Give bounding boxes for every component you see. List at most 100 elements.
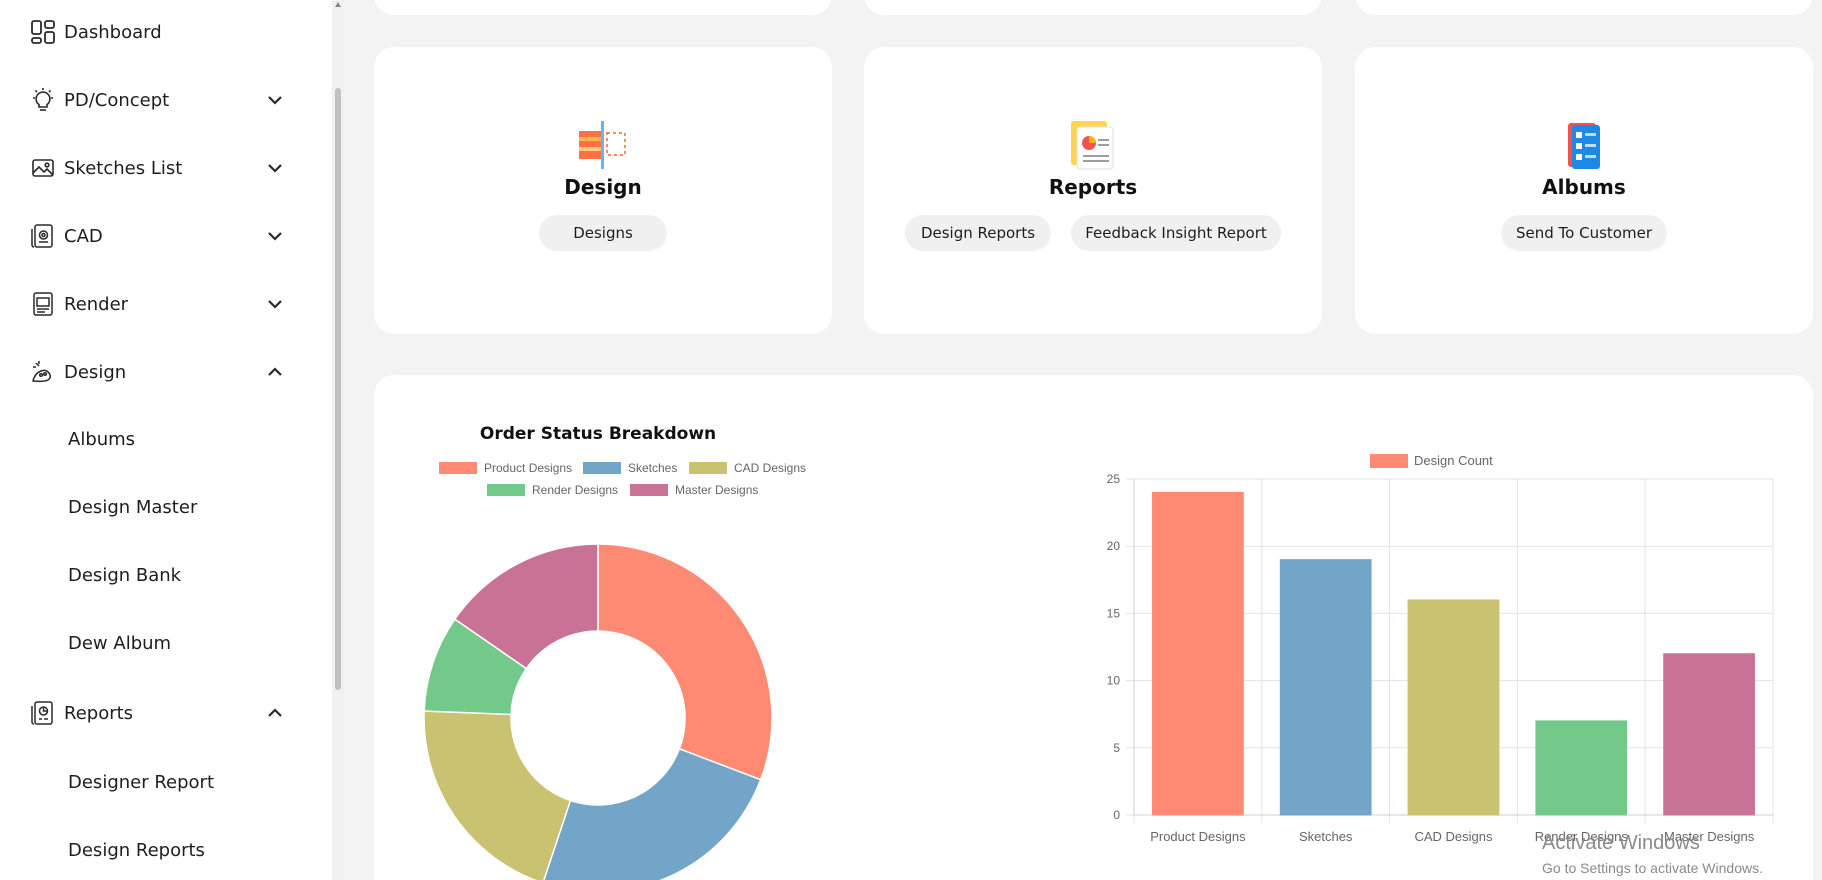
sidebar-subitem-label: Design Bank <box>68 564 182 586</box>
legend-label: Master Designs <box>675 483 759 497</box>
sidebar-item-reports[interactable]: Reports <box>0 691 332 735</box>
sidebar-item-label: Dashboard <box>64 21 162 43</box>
chevron-up-icon[interactable] <box>264 702 286 724</box>
feedback-insight-report-link-button[interactable]: Feedback Insight Report <box>1071 215 1281 251</box>
bar-render-designs[interactable] <box>1535 720 1628 816</box>
image-icon <box>32 159 54 177</box>
sidebar-scrollbar[interactable] <box>332 0 344 880</box>
card-partial-3 <box>1355 0 1813 15</box>
dashboard-icon <box>31 20 55 44</box>
legend-item-master-designs[interactable]: Master Designs <box>630 483 758 497</box>
doughnut-chart-title: Order Status Breakdown <box>479 424 717 444</box>
doughnut-chart <box>424 543 772 880</box>
bar-chart: 0 5 10 15 20 25 Product Designs Sketches CAD Des… <box>1107 472 1774 844</box>
bar-sketches[interactable] <box>1279 559 1372 816</box>
sidebar-item-label: PD/Concept <box>64 89 170 111</box>
sidebar-item-label: Sketches List <box>64 157 183 179</box>
cad-file-icon <box>31 224 53 248</box>
sidebar-item-sketches-list[interactable]: Sketches List <box>0 146 332 190</box>
design-card: Design Designs <box>374 47 832 334</box>
scrollbar-thumb[interactable] <box>335 88 341 690</box>
chevron-down-icon[interactable] <box>264 89 286 111</box>
legend-label: Product Designs <box>484 461 573 475</box>
sidebar-item-label: Reports <box>64 702 134 724</box>
bar-product-designs[interactable] <box>1152 491 1244 816</box>
activate-windows-title: Activate Windows <box>1542 832 1700 854</box>
card-partial-1 <box>374 0 832 15</box>
sidebar: Dashboard PD/Concept Sketches List CAD <box>0 0 332 880</box>
legend-label: Sketches <box>628 461 678 475</box>
album-list-icon <box>1568 123 1600 169</box>
sidebar-subitem-designer-report[interactable]: Designer Report <box>0 762 332 802</box>
albums-card: Albums Send To Customer <box>1355 47 1813 334</box>
legend-swatch <box>1370 453 1408 468</box>
sidebar-item-design[interactable]: Design <box>0 350 332 394</box>
scroll-up-arrow-icon[interactable] <box>335 2 341 7</box>
report-document-icon <box>1071 121 1114 170</box>
sidebar-subitem-albums[interactable]: Albums <box>0 419 332 459</box>
sidebar-item-dashboard[interactable]: Dashboard <box>0 10 332 54</box>
legend-label: Design Count <box>1414 453 1493 468</box>
x-tick-label: Sketches <box>1299 829 1353 844</box>
legend-item-render-designs[interactable]: Render Designs <box>487 483 618 497</box>
sidebar-item-label: Render <box>64 293 129 315</box>
sidebar-subitem-label: Dew Album <box>68 632 172 654</box>
sidebar-subitem-design-master[interactable]: Design Master <box>0 487 332 527</box>
legend-item-cad-designs[interactable]: CAD Designs <box>689 461 806 475</box>
sidebar-item-pd-concept[interactable]: PD/Concept <box>0 78 332 122</box>
designs-link-button[interactable]: Designs <box>539 215 667 251</box>
legend-label: CAD Designs <box>734 461 807 475</box>
donut-slice-cad-designs[interactable] <box>424 710 572 880</box>
design-icon <box>32 361 52 383</box>
y-tick-label: 5 <box>1113 741 1120 755</box>
card-title: Design <box>564 175 642 199</box>
bar-master-designs[interactable] <box>1663 653 1755 816</box>
chevron-down-icon[interactable] <box>264 293 286 315</box>
donut-slice-product-designs[interactable] <box>597 543 772 781</box>
x-tick-label: Render Designs <box>1535 829 1629 844</box>
legend-swatch <box>439 462 477 474</box>
legend-item-product-designs[interactable]: Product Designs <box>439 461 572 475</box>
sidebar-subitem-label: Designer Report <box>68 771 215 793</box>
card-title: Reports <box>1048 175 1138 199</box>
x-tick-label: Master Designs <box>1664 829 1755 844</box>
sidebar-subitem-design-bank[interactable]: Design Bank <box>0 555 332 595</box>
sidebar-item-cad[interactable]: CAD <box>0 214 332 258</box>
design-reports-link-button[interactable]: Design Reports <box>905 215 1051 251</box>
bar-cad-designs[interactable] <box>1407 599 1500 816</box>
design-palette-icon <box>579 121 626 169</box>
sidebar-subitem-label: Design Master <box>68 496 198 518</box>
donut-slice-sketches[interactable] <box>543 747 762 880</box>
y-tick-label: 10 <box>1107 674 1121 688</box>
chevron-down-icon[interactable] <box>264 157 286 179</box>
sidebar-subitem-label: Albums <box>68 428 136 450</box>
x-tick-label: Product Designs <box>1150 829 1246 844</box>
donut-slice-master-designs[interactable] <box>453 543 599 670</box>
sidebar-subitem-design-reports[interactable]: Design Reports <box>0 830 332 870</box>
chevron-up-icon[interactable] <box>264 361 286 383</box>
charts-card: Order Status Breakdown Product Designs S… <box>374 375 1813 880</box>
y-tick-label: 20 <box>1107 539 1121 553</box>
legend-label: Render Designs <box>532 483 619 497</box>
y-tick-label: 25 <box>1107 472 1121 486</box>
card-title: Albums <box>1542 175 1626 199</box>
reports-card: Reports Design Reports Feedback Insight … <box>864 47 1322 334</box>
report-icon <box>31 701 53 725</box>
render-file-icon <box>33 292 53 316</box>
y-tick-label: 15 <box>1107 606 1121 620</box>
legend-swatch <box>689 462 727 474</box>
chevron-down-icon[interactable] <box>264 225 286 247</box>
sidebar-item-render[interactable]: Render <box>0 282 332 326</box>
card-partial-2 <box>864 0 1322 15</box>
legend-item-sketches[interactable]: Sketches <box>583 461 677 475</box>
sidebar-subitem-dew-album[interactable]: Dew Album <box>0 623 332 663</box>
legend-swatch <box>630 484 668 496</box>
bar-legend-item[interactable]: Design Count <box>1370 453 1493 468</box>
x-tick-label: CAD Designs <box>1414 829 1493 844</box>
legend-swatch <box>583 462 621 474</box>
lightbulb-icon <box>33 88 53 111</box>
send-to-customer-link-button[interactable]: Send To Customer <box>1501 215 1667 251</box>
sidebar-subitem-label: Design Reports <box>68 839 205 861</box>
y-tick-label: 0 <box>1113 808 1120 822</box>
